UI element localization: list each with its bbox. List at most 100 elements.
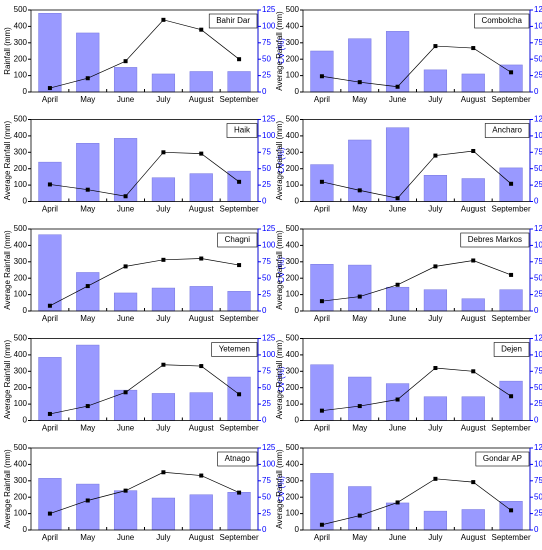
cv-marker xyxy=(85,498,90,503)
y2-tick-label: 75 xyxy=(534,38,542,47)
y2-tick-label: 100 xyxy=(534,131,542,140)
bar xyxy=(76,483,100,531)
y-tick-label: 500 xyxy=(286,224,300,233)
y2-tick-label: 0 xyxy=(262,306,267,315)
x-tick-label: July xyxy=(156,314,170,323)
x-tick-label: May xyxy=(80,205,95,214)
y2-tick-label: 100 xyxy=(534,241,542,250)
y-tick-label: 500 xyxy=(14,224,28,233)
bar xyxy=(385,383,410,421)
cv-marker xyxy=(509,394,514,399)
x-tick-label: June xyxy=(389,533,407,542)
y2-tick-label: 75 xyxy=(534,257,542,266)
bar xyxy=(76,32,100,93)
x-tick-label: April xyxy=(42,314,58,323)
y-tick-label: 500 xyxy=(286,443,300,452)
y-tick-label: 400 xyxy=(14,350,28,359)
cv-marker xyxy=(237,57,242,62)
x-tick-label: September xyxy=(492,533,531,542)
cv-marker xyxy=(85,76,90,81)
cv-marker xyxy=(395,196,400,201)
bar xyxy=(461,509,485,531)
bar xyxy=(423,289,448,312)
x-tick-label: April xyxy=(42,205,58,214)
x-tick-label: May xyxy=(352,424,367,433)
y2-tick-label: 125 xyxy=(262,224,276,233)
cv-marker xyxy=(199,27,204,32)
y-axis-label: Average Rainfall (mm) xyxy=(3,339,12,419)
y-tick-label: 100 xyxy=(14,399,28,408)
title-box xyxy=(208,13,258,29)
x-tick-label: May xyxy=(80,314,95,323)
bar xyxy=(227,291,251,312)
x-tick-label: September xyxy=(220,205,259,214)
y2-tick-label: 50 xyxy=(262,383,271,392)
panel-title: Combolcha xyxy=(482,16,523,25)
y-tick-label: 200 xyxy=(14,164,28,173)
y2-tick-label: 75 xyxy=(534,147,542,156)
cv-marker xyxy=(357,80,362,85)
x-tick-label: September xyxy=(492,314,531,323)
y2-tick-label: 100 xyxy=(262,241,276,250)
panel-title: Bahir Dar xyxy=(216,16,250,25)
y2-tick-label: 100 xyxy=(262,131,276,140)
y2-tick-label: 75 xyxy=(534,476,542,485)
x-tick-label: September xyxy=(220,424,259,433)
x-tick-label: June xyxy=(117,424,135,433)
bar xyxy=(348,264,372,312)
cv-line xyxy=(49,258,240,307)
bar xyxy=(461,396,485,421)
y2-tick-label: 50 xyxy=(262,164,271,173)
bar xyxy=(423,69,448,93)
y-tick-label: 300 xyxy=(286,147,300,156)
bar xyxy=(151,393,176,421)
y-tick-label: 200 xyxy=(286,383,300,392)
cv-marker xyxy=(47,182,52,187)
cv-line xyxy=(321,478,512,526)
bar xyxy=(38,161,62,202)
y2-tick-label: 50 xyxy=(262,492,271,501)
bar xyxy=(189,71,213,93)
y2-tick-label: 0 xyxy=(262,87,267,96)
cv-marker xyxy=(123,194,128,199)
y-tick-label: 300 xyxy=(286,476,300,485)
plot-frame xyxy=(30,119,259,202)
y-tick-label: 400 xyxy=(14,241,28,250)
cv-marker xyxy=(509,508,514,513)
y-axis-label: Average Rainfall (mm) xyxy=(275,230,284,310)
x-tick-label: May xyxy=(80,95,95,104)
cv-marker xyxy=(471,480,476,485)
x-tick-label: May xyxy=(352,95,367,104)
bar xyxy=(151,177,176,202)
bar xyxy=(385,127,410,202)
x-tick-label: August xyxy=(461,205,487,214)
x-tick-label: September xyxy=(492,95,531,104)
cv-marker xyxy=(47,86,52,91)
y2-tick-label: 75 xyxy=(262,147,271,156)
cv-marker xyxy=(199,364,204,369)
bar xyxy=(348,486,372,531)
x-tick-label: August xyxy=(461,424,487,433)
y-tick-label: 400 xyxy=(286,460,300,469)
cv-marker xyxy=(161,362,166,367)
x-tick-label: April xyxy=(42,424,58,433)
bar xyxy=(76,143,100,202)
y2-tick-label: 50 xyxy=(534,383,542,392)
panel: 0 100 200 300 400 500 0 25 50 75 100 125 Rainfall (m… xyxy=(3,5,286,104)
y2-tick-label: 125 xyxy=(534,224,542,233)
panel-title: Dejen xyxy=(501,345,522,354)
y-tick-label: 100 xyxy=(286,509,300,518)
cv-marker xyxy=(199,256,204,261)
y-tick-label: 300 xyxy=(286,38,300,47)
y2-tick-label: 25 xyxy=(262,290,271,299)
cv-line xyxy=(321,150,512,199)
cv-marker xyxy=(395,397,400,402)
y-tick-label: 200 xyxy=(14,273,28,282)
bar xyxy=(385,502,410,531)
x-tick-label: June xyxy=(117,205,135,214)
